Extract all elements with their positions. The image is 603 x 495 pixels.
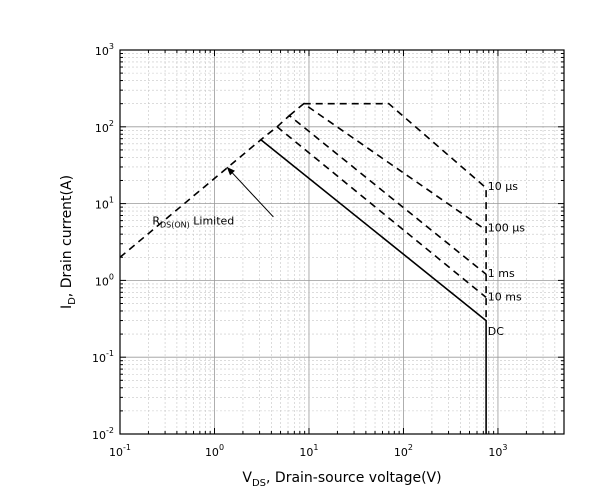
x-tick-label: 103 [488, 443, 507, 459]
x-tick-label: 101 [299, 443, 318, 459]
y-axis-label: ID, Drain current(A) [59, 175, 78, 309]
y-tick-label: 101 [95, 196, 114, 212]
x-tick-label: 100 [205, 443, 224, 459]
series-label-10-ms: 10 ms [488, 290, 522, 303]
series-label-1-ms: 1 ms [488, 267, 515, 280]
y-tick-label: 103 [95, 42, 114, 58]
series-label-100-us: 100 µs [488, 221, 525, 234]
x-tick-label: 10-1 [109, 443, 131, 459]
series-group [119, 102, 487, 434]
annotation-group: RDS(ON) Limited [152, 166, 274, 230]
y-tick-label: 10-2 [92, 426, 114, 442]
x-axis-label: VDS, Drain-source voltage(V) [242, 470, 441, 489]
x-tick-label: 102 [394, 443, 413, 459]
annotation-rdson-limited: RDS(ON) Limited [152, 215, 234, 230]
series-label-dc: DC [488, 325, 504, 338]
y-tick-label: 100 [95, 272, 114, 288]
series-line-1-ms [276, 114, 487, 275]
grid-lines [120, 50, 564, 434]
series-line-dc [260, 139, 487, 434]
series-labels: DC 10 ms 1 ms 100 µs 10 µs [488, 180, 525, 338]
series-line-10-ms [119, 125, 487, 299]
series-label-10-us: 10 µs [488, 180, 518, 193]
plot-frame [119, 49, 565, 435]
annotation-arrowhead [226, 166, 235, 176]
y-tick-label: 10-1 [92, 349, 114, 365]
series-line-10-us [303, 102, 487, 321]
annotation-arrow [226, 166, 274, 218]
axis-ticks [119, 49, 565, 435]
y-tick-label: 102 [95, 119, 114, 135]
